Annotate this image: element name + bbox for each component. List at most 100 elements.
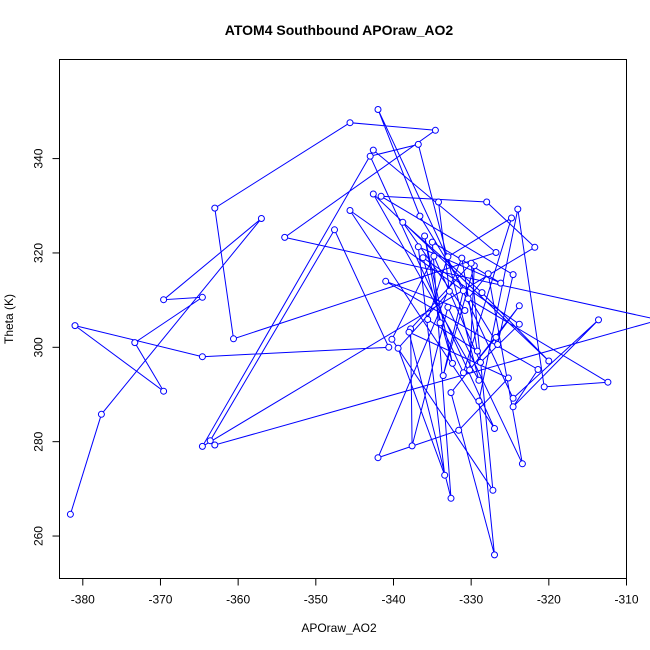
data-point [198, 442, 206, 450]
data-point [459, 369, 467, 377]
data-point [419, 254, 427, 262]
data-point [491, 551, 498, 559]
data-point [461, 307, 469, 314]
data-point [504, 374, 512, 382]
data-point [366, 152, 374, 160]
data-point [497, 279, 505, 287]
data-point [431, 126, 439, 134]
data-point [160, 387, 168, 395]
x-axis: -380 -370 -360 -350 -340 -330 -320 -310 [71, 578, 639, 607]
data-point [66, 510, 74, 518]
data-point [414, 140, 422, 148]
data-point [508, 214, 515, 222]
data-point [394, 344, 402, 352]
data-point [478, 289, 486, 297]
data-point [198, 293, 206, 301]
data-point [428, 238, 436, 246]
data-point [455, 426, 463, 434]
data-point [414, 243, 422, 251]
data-point [97, 410, 105, 418]
data-point [281, 233, 289, 241]
data-point [399, 218, 407, 226]
data-point [441, 471, 449, 479]
data-point [473, 347, 481, 355]
y-tick-label: 320 [32, 243, 46, 263]
data-point [405, 328, 413, 336]
data-point [369, 190, 377, 198]
data-point [331, 226, 338, 234]
data-point [408, 442, 416, 450]
data-point [436, 319, 444, 327]
data-point [492, 249, 500, 256]
data-point [374, 106, 382, 113]
y-tick-label: 340 [32, 148, 46, 168]
data-point [382, 277, 390, 285]
y-tick-label: 280 [32, 431, 46, 451]
data-point [435, 198, 442, 206]
data-point [430, 252, 438, 260]
x-tick-label: -330 [459, 593, 483, 607]
x-tick-label: -370 [148, 593, 172, 607]
data-point [492, 333, 500, 341]
series-layer [66, 106, 650, 559]
data-point [531, 243, 539, 251]
data-point [540, 383, 548, 391]
data-point [509, 403, 517, 411]
data-point [475, 397, 483, 405]
data-point [514, 205, 522, 213]
data-point [604, 378, 612, 386]
data-point [515, 320, 523, 328]
data-point [439, 372, 447, 380]
data-point [377, 192, 385, 200]
data-point [385, 343, 393, 351]
data-point [467, 259, 475, 267]
data-point [484, 270, 492, 278]
y-tick-label: 260 [32, 526, 46, 546]
data-point [160, 296, 168, 304]
x-tick-label: -310 [614, 593, 638, 607]
data-point [444, 303, 452, 311]
y-axis: 260 280 300 320 340 [32, 148, 60, 546]
data-point [447, 389, 455, 397]
data-point [509, 271, 517, 279]
data-point [477, 358, 484, 366]
y-axis-label: Theta (K) [2, 294, 16, 344]
data-point [464, 295, 472, 303]
data-point [444, 253, 452, 261]
data-point [71, 322, 79, 330]
data-point [534, 366, 542, 373]
x-tick-label: -350 [304, 593, 328, 607]
data-point [515, 302, 523, 310]
x-axis-label: APOraw_AO2 [301, 621, 377, 635]
data-point [257, 215, 265, 222]
data-point [230, 335, 237, 343]
y-tick-label: 300 [32, 337, 46, 357]
x-tick-label: -360 [226, 593, 250, 607]
data-point [489, 486, 497, 494]
data-point [211, 204, 219, 212]
data-point [475, 376, 483, 384]
data-point [374, 454, 382, 462]
data-point [458, 254, 466, 262]
data-point [445, 287, 453, 295]
data-point [466, 366, 474, 374]
data-point [416, 212, 424, 220]
data-point [595, 316, 602, 324]
data-point [206, 437, 214, 445]
data-point [198, 353, 206, 361]
data-point [388, 335, 396, 343]
x-tick-label: -340 [381, 593, 405, 607]
chart-title: ATOM4 Southbound APOraw_AO2 [225, 22, 454, 38]
data-point [447, 494, 455, 502]
data-point [491, 425, 498, 432]
data-point [424, 316, 432, 323]
series-line [69, 109, 650, 556]
data-point [459, 287, 467, 295]
plot-frame [59, 59, 627, 579]
x-tick-label: -380 [71, 593, 95, 607]
data-point [494, 341, 502, 348]
data-point [421, 232, 429, 240]
x-tick-label: -320 [537, 593, 561, 607]
data-point [518, 460, 526, 468]
